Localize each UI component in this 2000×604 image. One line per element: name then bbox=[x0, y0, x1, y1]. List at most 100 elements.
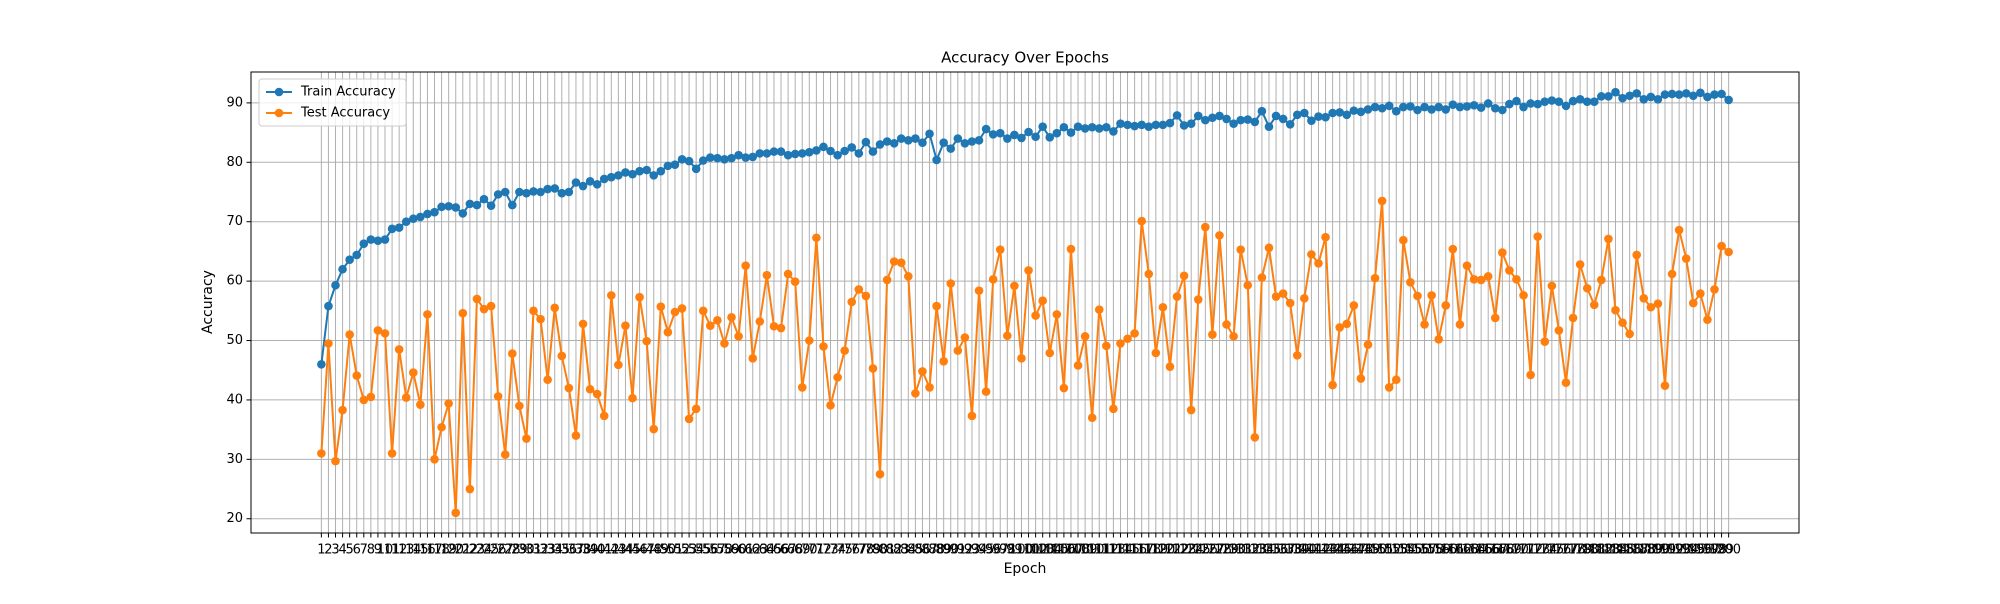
marker bbox=[493, 392, 503, 401]
x-tick-label: 169 bbox=[1497, 543, 1522, 558]
marker bbox=[451, 203, 461, 212]
marker bbox=[1010, 130, 1019, 140]
x-tick-label: 45 bbox=[624, 543, 641, 558]
marker bbox=[981, 124, 991, 134]
x-tick-label: 161 bbox=[1440, 543, 1465, 558]
marker bbox=[599, 411, 609, 421]
x-tick-label: 68 bbox=[787, 543, 804, 558]
x-tick-label: 28 bbox=[504, 543, 521, 558]
marker bbox=[614, 171, 623, 180]
marker bbox=[1646, 92, 1656, 102]
marker bbox=[1688, 298, 1698, 308]
x-tick-label: 70 bbox=[801, 543, 818, 558]
x-tick-label: 177 bbox=[1554, 543, 1579, 558]
x-tick-label: 88 bbox=[928, 543, 945, 558]
marker bbox=[614, 360, 623, 370]
marker bbox=[1102, 341, 1111, 351]
marker bbox=[508, 200, 517, 210]
marker bbox=[401, 393, 411, 402]
marker bbox=[508, 349, 517, 358]
marker bbox=[1052, 128, 1062, 138]
x-tick-label: 65 bbox=[766, 543, 783, 558]
marker bbox=[1681, 89, 1691, 98]
marker bbox=[1017, 133, 1026, 143]
marker bbox=[1427, 291, 1436, 300]
marker bbox=[1568, 96, 1578, 106]
marker bbox=[1540, 337, 1550, 347]
marker bbox=[946, 279, 956, 288]
marker bbox=[550, 184, 560, 193]
marker bbox=[755, 317, 765, 326]
x-tick-label: 7 bbox=[360, 543, 368, 558]
marker bbox=[790, 277, 800, 287]
marker bbox=[1710, 285, 1719, 294]
marker bbox=[557, 188, 567, 198]
y-tick-label: 50 bbox=[226, 333, 243, 348]
marker bbox=[1547, 96, 1557, 105]
marker bbox=[988, 130, 998, 139]
marker bbox=[345, 330, 354, 339]
marker bbox=[1158, 302, 1168, 312]
marker bbox=[826, 146, 835, 156]
marker bbox=[1462, 102, 1472, 111]
marker bbox=[1356, 374, 1366, 383]
marker bbox=[1399, 102, 1408, 112]
marker bbox=[515, 401, 524, 411]
marker bbox=[352, 250, 362, 260]
marker bbox=[1434, 335, 1443, 344]
marker bbox=[1441, 301, 1451, 310]
marker bbox=[1335, 108, 1344, 117]
marker bbox=[1632, 89, 1642, 98]
marker bbox=[1660, 90, 1670, 99]
marker bbox=[1186, 405, 1196, 415]
marker bbox=[925, 383, 934, 392]
x-tick-label: 137 bbox=[1271, 543, 1296, 558]
x-tick-label: 122 bbox=[1165, 543, 1190, 558]
x-tick-label: 46 bbox=[631, 543, 648, 558]
x-tick-label: 129 bbox=[1214, 543, 1239, 558]
marker bbox=[1059, 383, 1069, 393]
marker bbox=[932, 155, 941, 165]
marker bbox=[1186, 119, 1196, 128]
x-tick-label: 41 bbox=[596, 543, 613, 558]
x-tick-label: 37 bbox=[568, 543, 585, 558]
x-tick-label: 66 bbox=[773, 543, 790, 558]
x-tick-label: 132 bbox=[1235, 543, 1260, 558]
marker bbox=[1158, 120, 1168, 130]
marker bbox=[1589, 300, 1599, 310]
marker bbox=[451, 508, 461, 518]
marker bbox=[1271, 111, 1281, 121]
x-tick-label: 78 bbox=[858, 543, 875, 558]
x-tick-label: 152 bbox=[1377, 543, 1402, 558]
marker bbox=[833, 150, 842, 160]
marker bbox=[1632, 250, 1642, 260]
x-tick-label: 174 bbox=[1532, 543, 1557, 558]
marker bbox=[1243, 115, 1253, 124]
marker bbox=[967, 411, 977, 421]
x-tick-label: 106 bbox=[1051, 543, 1076, 558]
x-tick-label: 179 bbox=[1568, 543, 1593, 558]
x-tick-label: 187 bbox=[1624, 543, 1649, 558]
marker bbox=[1582, 283, 1592, 293]
x-tick-label: 39 bbox=[582, 543, 599, 558]
marker bbox=[1696, 289, 1705, 298]
marker bbox=[1384, 383, 1394, 392]
x-tick-label: 189 bbox=[1638, 543, 1663, 558]
x-tick-label: 90 bbox=[942, 543, 959, 558]
marker bbox=[486, 201, 496, 210]
marker bbox=[819, 142, 828, 152]
x-tick-label: 110 bbox=[1080, 543, 1105, 558]
x-tick-label: 105 bbox=[1044, 543, 1069, 558]
marker bbox=[324, 301, 333, 311]
marker bbox=[776, 323, 786, 333]
x-tick-label: 49 bbox=[653, 543, 670, 558]
x-tick-label: 193 bbox=[1667, 543, 1692, 558]
marker bbox=[925, 129, 934, 139]
x-tick-label: 175 bbox=[1539, 543, 1564, 558]
y-tick-label: 20 bbox=[226, 511, 243, 526]
marker bbox=[1582, 97, 1592, 107]
x-tick-label: 125 bbox=[1186, 543, 1211, 558]
marker bbox=[981, 387, 991, 396]
marker bbox=[1597, 92, 1606, 101]
marker bbox=[1031, 132, 1040, 142]
